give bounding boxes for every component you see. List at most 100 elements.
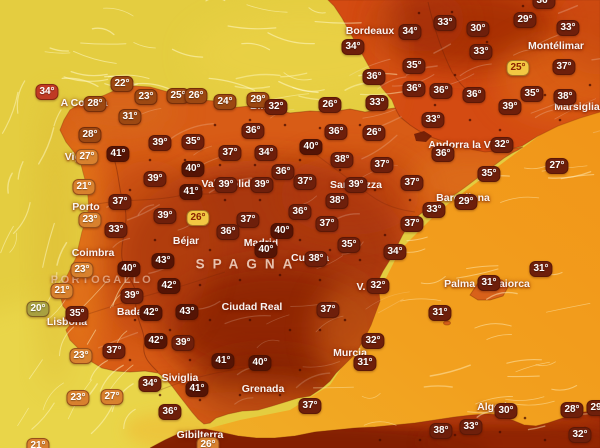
temp-badge[interactable]: 39° (214, 177, 238, 193)
temp-badge[interactable]: 36° (429, 83, 453, 99)
temp-badge[interactable]: 21° (72, 179, 96, 195)
temp-badge[interactable]: 33° (556, 20, 580, 36)
temp-badge[interactable]: 31° (477, 275, 501, 291)
temp-badge[interactable]: 40° (248, 355, 272, 371)
temp-badge[interactable]: 35° (520, 86, 544, 102)
temp-badge[interactable]: 38° (325, 193, 349, 209)
temp-badge[interactable]: 37° (370, 157, 394, 173)
temp-badge[interactable]: 32° (361, 333, 385, 349)
temp-badge[interactable]: 39° (143, 171, 167, 187)
temp-badge[interactable]: 34° (383, 244, 407, 260)
temp-badge[interactable]: 36° (288, 204, 312, 220)
temp-badge[interactable]: 26° (318, 97, 342, 113)
temp-badge[interactable]: 39° (498, 99, 522, 115)
temp-badge[interactable]: 33° (104, 222, 128, 238)
temp-badge[interactable]: 36° (216, 224, 240, 240)
temp-badge[interactable]: 31° (353, 355, 377, 371)
temp-badge[interactable]: 35° (477, 166, 501, 182)
temp-badge[interactable]: 42° (139, 305, 163, 321)
temp-badge[interactable]: 40° (254, 242, 278, 258)
temp-badge[interactable]: 21° (50, 283, 74, 299)
temp-badge[interactable]: 37° (102, 343, 126, 359)
temp-badge[interactable]: 27° (100, 389, 124, 405)
temp-badge[interactable]: 39° (148, 135, 172, 151)
temp-badge[interactable]: 28° (83, 96, 107, 112)
temp-badge[interactable]: 43° (175, 304, 199, 320)
temp-badge[interactable]: 39° (344, 177, 368, 193)
temp-badge[interactable]: 37° (400, 216, 424, 232)
temp-badge[interactable]: 28° (78, 127, 102, 143)
temp-badge[interactable]: 38° (330, 152, 354, 168)
temp-badge[interactable]: 33° (422, 202, 446, 218)
temp-badge[interactable]: 36° (431, 146, 455, 162)
temp-badge[interactable]: 37° (315, 216, 339, 232)
temp-badge[interactable]: 36° (532, 0, 556, 9)
temp-badge[interactable]: 40° (117, 261, 141, 277)
temp-badge[interactable]: 29° (586, 400, 600, 416)
temp-badge[interactable]: 26° (362, 125, 386, 141)
temp-badge[interactable]: 26° (184, 88, 208, 104)
temp-badge[interactable]: 29° (513, 12, 537, 28)
temp-badge[interactable]: 36° (158, 404, 182, 420)
temp-badge[interactable]: 40° (181, 161, 205, 177)
temp-badge[interactable]: 37° (236, 212, 260, 228)
temp-badge[interactable]: 24° (213, 94, 237, 110)
temp-badge[interactable]: 41° (211, 353, 235, 369)
temp-badge[interactable]: 22° (110, 76, 134, 92)
temp-badge[interactable]: 39° (250, 177, 274, 193)
temp-badge[interactable]: 34° (398, 24, 422, 40)
temp-badge[interactable]: 35° (337, 237, 361, 253)
temp-badge[interactable]: 21° (26, 438, 50, 448)
temp-badge[interactable]: 34° (35, 84, 59, 100)
temp-badge[interactable]: 37° (293, 174, 317, 190)
temp-badge[interactable]: 25° (506, 60, 530, 76)
temp-badge[interactable]: 32° (568, 427, 592, 443)
temp-badge[interactable]: 43° (151, 253, 175, 269)
temp-badge[interactable]: 26° (196, 437, 220, 448)
temp-badge[interactable]: 36° (402, 81, 426, 97)
temp-badge[interactable]: 37° (298, 398, 322, 414)
temp-badge[interactable]: 32° (264, 99, 288, 115)
temp-badge[interactable]: 30° (466, 21, 490, 37)
temp-badge[interactable]: 33° (433, 15, 457, 31)
temp-badge[interactable]: 36° (362, 69, 386, 85)
temp-badge[interactable]: 37° (316, 302, 340, 318)
temp-badge[interactable]: 38° (304, 251, 328, 267)
temp-badge[interactable]: 37° (400, 175, 424, 191)
temp-badge[interactable]: 36° (324, 124, 348, 140)
temp-badge[interactable]: 39° (171, 335, 195, 351)
temp-badge[interactable]: 35° (65, 306, 89, 322)
temp-badge[interactable]: 29° (454, 194, 478, 210)
temp-badge[interactable]: 38° (429, 423, 453, 439)
temp-badge[interactable]: 32° (490, 137, 514, 153)
temp-badge[interactable]: 26° (186, 210, 210, 226)
temp-badge[interactable]: 34° (138, 376, 162, 392)
temp-badge[interactable]: 20° (26, 301, 50, 317)
temp-badge[interactable]: 35° (181, 134, 205, 150)
temp-badge[interactable]: 33° (459, 419, 483, 435)
temp-badge[interactable]: 34° (341, 39, 365, 55)
temp-badge[interactable]: 29° (246, 92, 270, 108)
temp-badge[interactable]: 41° (179, 184, 203, 200)
temp-badge[interactable]: 40° (299, 139, 323, 155)
temp-badge[interactable]: 27° (75, 149, 99, 165)
temp-badge[interactable]: 36° (271, 164, 295, 180)
temp-badge[interactable]: 33° (469, 44, 493, 60)
temp-badge[interactable]: 37° (552, 59, 576, 75)
temp-badge[interactable]: 37° (108, 194, 132, 210)
temp-badge[interactable]: 31° (428, 305, 452, 321)
temp-badge[interactable]: 23° (66, 390, 90, 406)
temp-badge[interactable]: 39° (153, 208, 177, 224)
temp-badge[interactable]: 28° (560, 402, 584, 418)
temp-badge[interactable]: 32° (366, 278, 390, 294)
temp-badge[interactable]: 41° (106, 146, 130, 162)
temp-badge[interactable]: 42° (157, 278, 181, 294)
temp-badge[interactable]: 23° (134, 89, 158, 105)
temp-badge[interactable]: 23° (69, 348, 93, 364)
temp-badge[interactable]: 31° (529, 261, 553, 277)
temp-badge[interactable]: 23° (78, 212, 102, 228)
temp-badge[interactable]: 31° (118, 109, 142, 125)
temp-badge[interactable]: 35° (402, 58, 426, 74)
temp-badge[interactable]: 42° (144, 333, 168, 349)
